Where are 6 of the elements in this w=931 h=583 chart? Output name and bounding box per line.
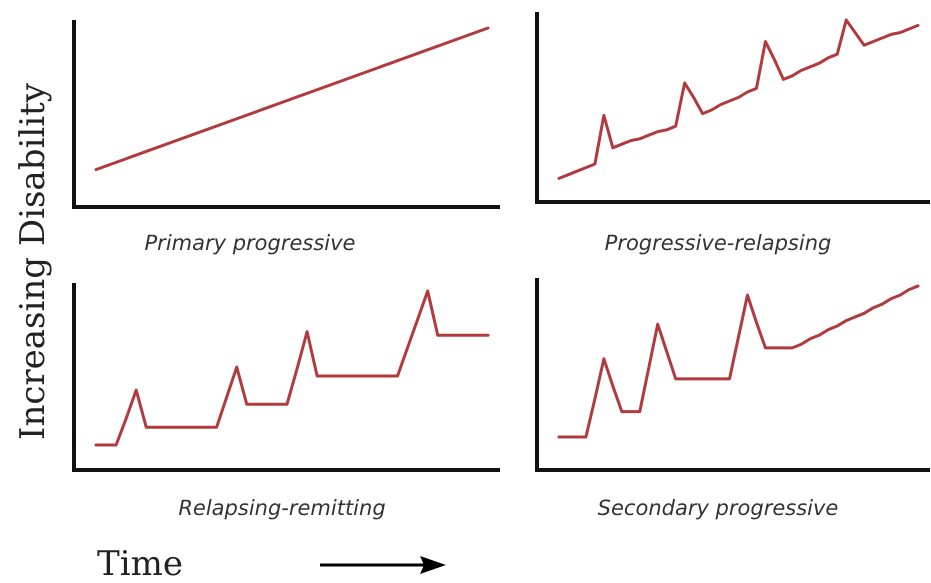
text: Secondary progressive (598, 496, 838, 520)
text: Relapsing-remitting (178, 496, 386, 520)
x-axis-title: Time (97, 544, 183, 583)
y-axis-title: Increasing Disability (13, 82, 53, 440)
text: Primary progressive (144, 231, 356, 255)
text: Progressive-relapsing (604, 231, 832, 255)
